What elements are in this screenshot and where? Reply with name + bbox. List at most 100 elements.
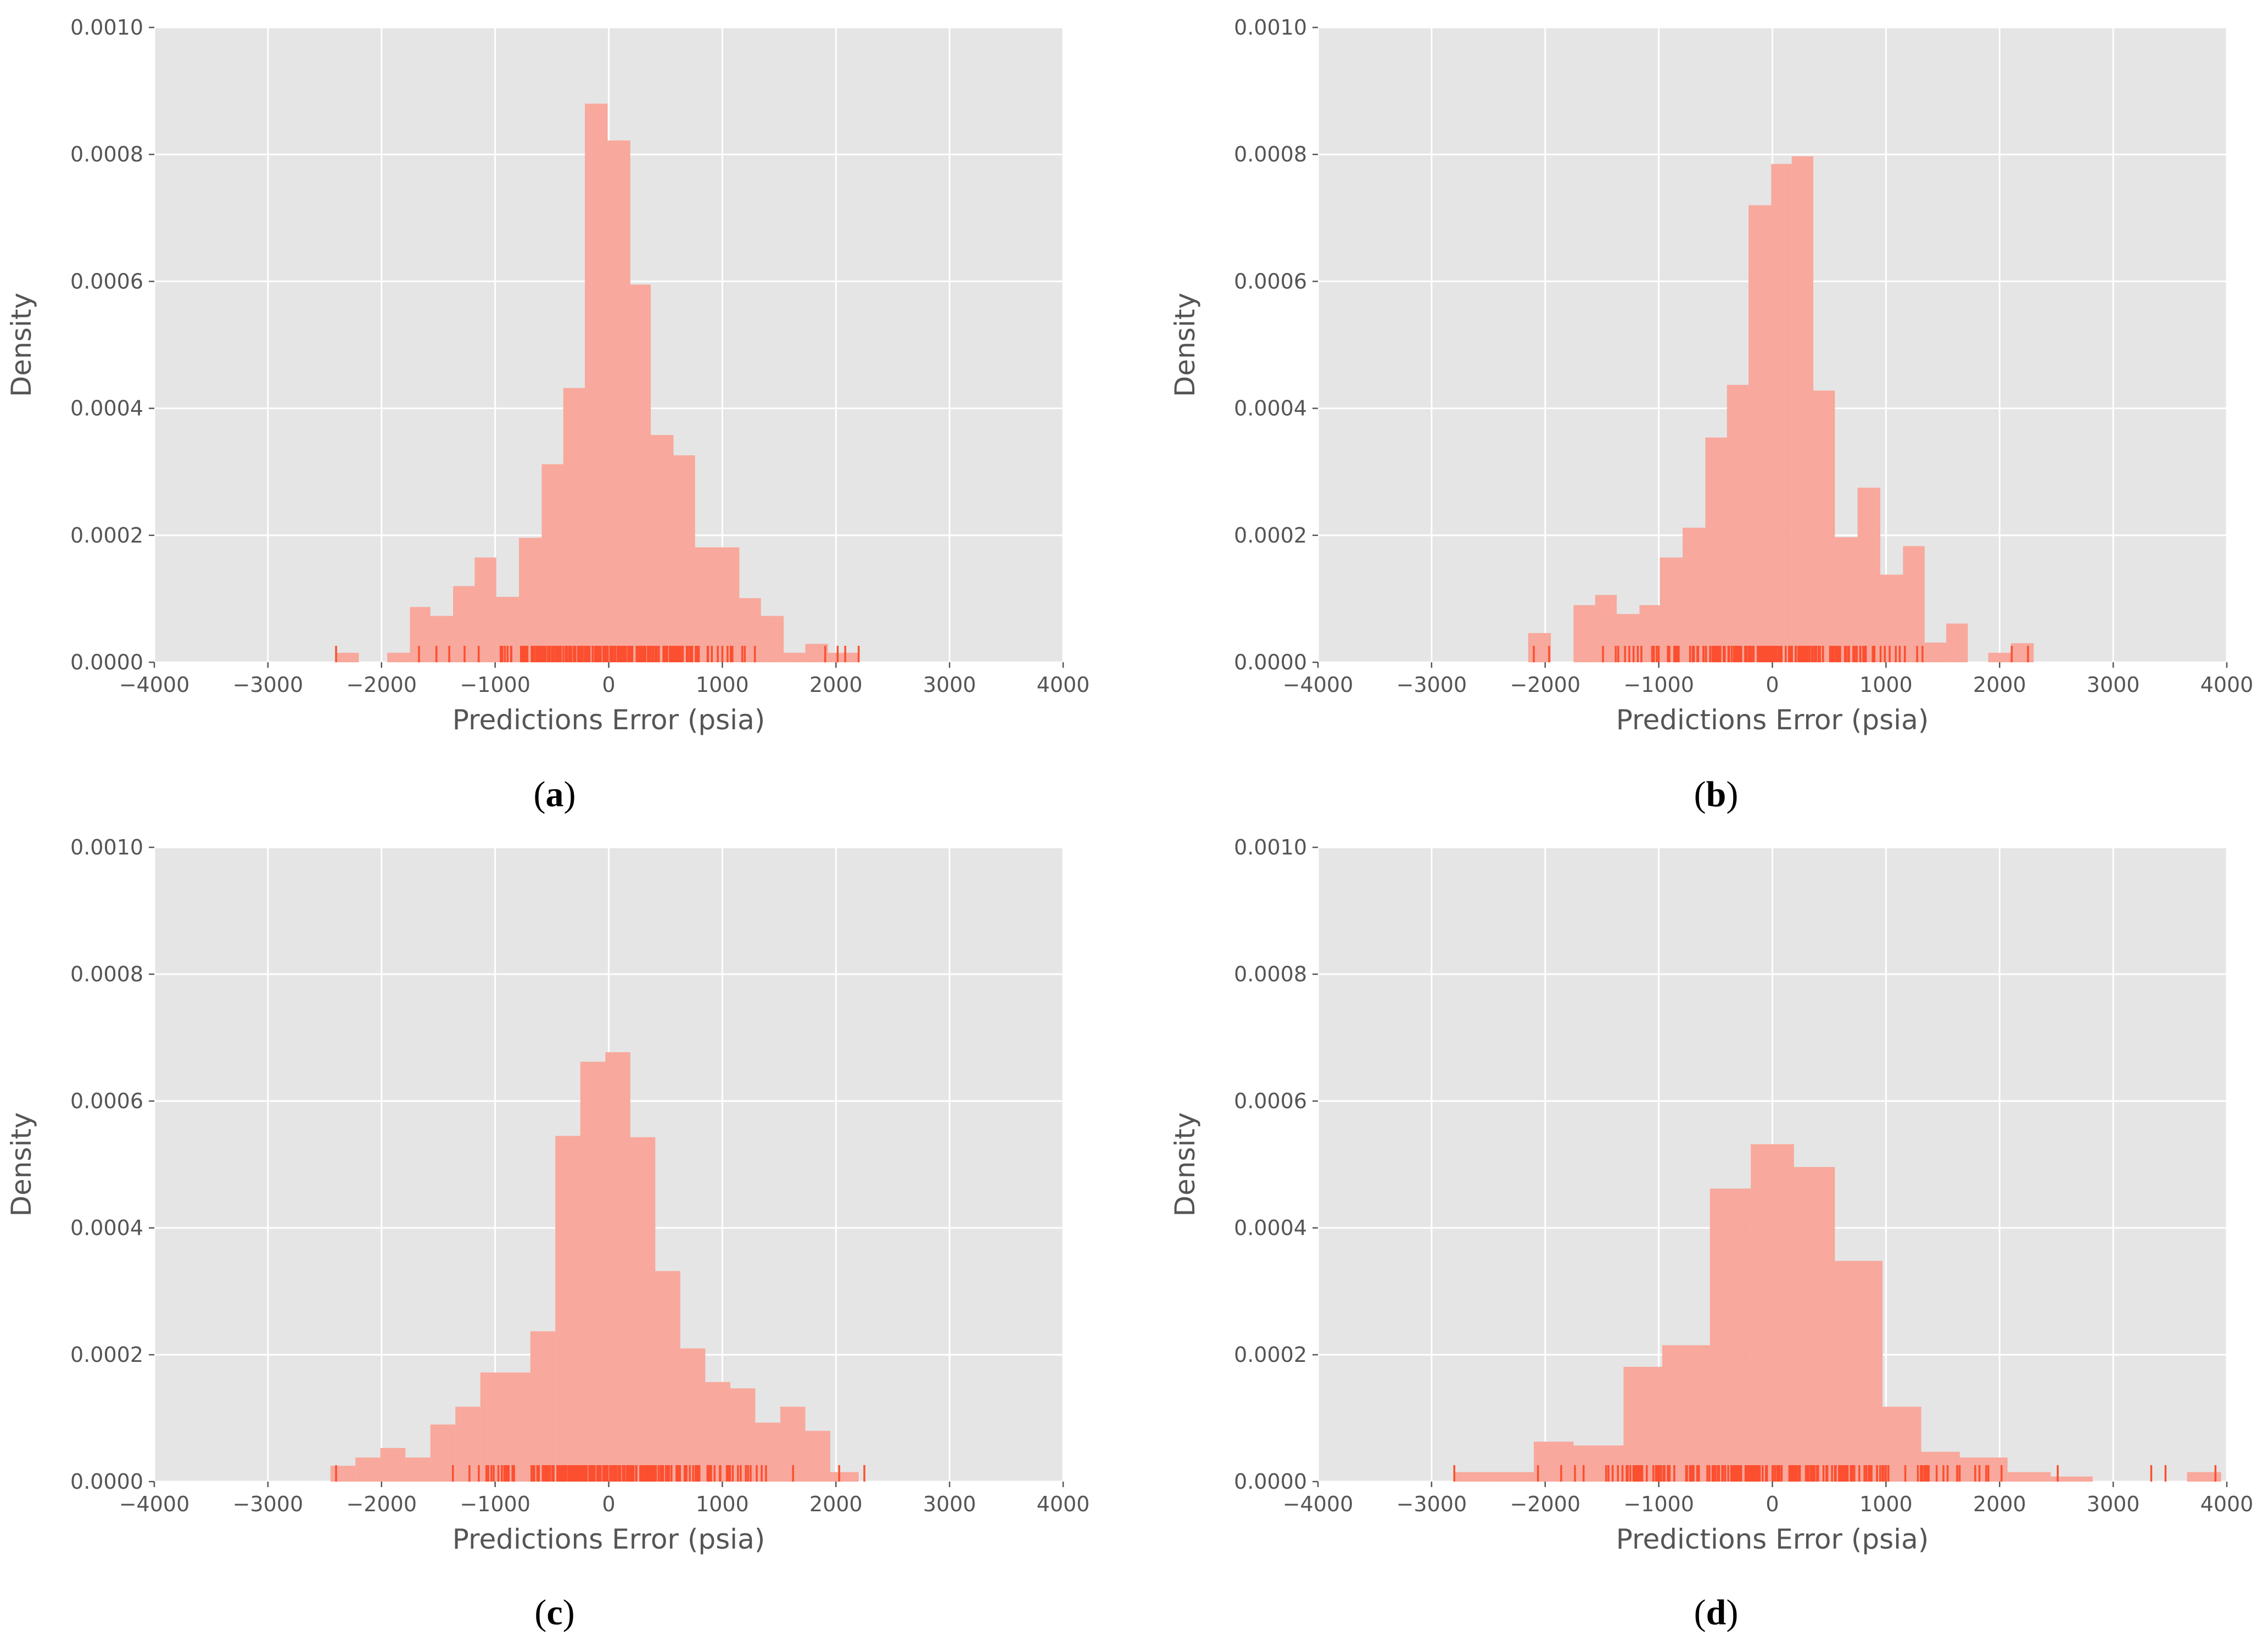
histogram-bar (405, 1457, 431, 1482)
histogram-bar (1959, 1457, 2008, 1482)
y-axis-label: Density (5, 1112, 37, 1216)
y-tick-label: 0.0006 (70, 1089, 143, 1113)
histogram-bar (805, 644, 828, 662)
histogram-bar (410, 607, 431, 662)
x-tick-label: −1000 (1623, 673, 1694, 697)
histogram-bar (630, 284, 651, 662)
panel-caption: (a) (534, 774, 576, 814)
histogram-bar (330, 1466, 356, 1482)
histogram-bar (761, 616, 784, 662)
x-tick-label: 1000 (1859, 673, 1913, 697)
x-tick-label: 4000 (2200, 1492, 2254, 1516)
histogram-bar (1617, 614, 1640, 662)
histogram-bar (563, 388, 585, 662)
histogram-bar (805, 1431, 830, 1482)
x-tick-label: 4000 (1037, 673, 1090, 697)
x-tick-label: 0 (1766, 1492, 1779, 1516)
histogram-bar (555, 1136, 580, 1482)
histogram-bar (695, 547, 740, 662)
y-tick-label: 0.0010 (70, 835, 143, 859)
x-tick-label: −2000 (1510, 1492, 1580, 1516)
histogram-bar (2010, 643, 2034, 662)
histogram-bar (1454, 1472, 1494, 1482)
y-tick-label: 0.0008 (70, 142, 143, 166)
x-tick-label: 2000 (1973, 1492, 2026, 1516)
histogram-bar (1988, 652, 2011, 662)
histogram-bar (480, 1372, 530, 1482)
y-tick-label: 0.0004 (1234, 1216, 1307, 1240)
x-axis-label: Predictions Error (psia) (1616, 1523, 1929, 1555)
x-tick-label: −1000 (460, 673, 530, 697)
y-tick-label: 0.0010 (70, 15, 143, 40)
histogram-bar (651, 435, 674, 662)
histogram-bar (1662, 1345, 1710, 1482)
histogram-bar (1710, 1188, 1751, 1482)
y-tick-label: 0.0004 (70, 1216, 143, 1240)
x-axis-label: Predictions Error (psia) (453, 1523, 765, 1555)
y-tick-label: 0.0002 (1234, 1343, 1307, 1367)
histogram-bar (2051, 1476, 2093, 1482)
x-tick-label: −3000 (1396, 1492, 1467, 1516)
x-tick-label: −3000 (1396, 673, 1467, 697)
y-axis-label: Density (5, 293, 37, 397)
caption-close-paren: ) (564, 774, 576, 814)
x-tick-label: 4000 (1037, 1492, 1090, 1516)
histogram-bar (1903, 546, 1925, 662)
x-tick-label: −2000 (1510, 673, 1580, 697)
x-tick-label: 1000 (1859, 1492, 1913, 1516)
caption-letter: c (546, 1593, 562, 1633)
histogram-bar (830, 1472, 859, 1482)
y-tick-label: 0.0006 (1234, 1089, 1307, 1113)
histogram-bar (1813, 390, 1835, 662)
y-tick-label: 0.0008 (1234, 142, 1307, 166)
histogram-bar (1791, 156, 1813, 663)
caption-letter: d (1706, 1593, 1727, 1633)
y-tick-label: 0.0000 (70, 1470, 143, 1494)
x-tick-label: 2000 (809, 673, 863, 697)
histogram-bar (655, 1271, 680, 1482)
caption-close-paren: ) (563, 1593, 575, 1633)
histogram-bar (430, 1424, 456, 1482)
panel-caption: (c) (534, 1593, 574, 1633)
x-axis-label: Predictions Error (psia) (453, 704, 765, 736)
y-tick-label: 0.0000 (1234, 650, 1307, 674)
histogram-bar (1727, 384, 1749, 662)
x-tick-label: 3000 (2087, 673, 2140, 697)
histogram-bar (1749, 205, 1772, 662)
x-tick-label: −4000 (1283, 673, 1354, 697)
x-tick-label: 3000 (923, 673, 976, 697)
histogram-bar (1751, 1144, 1794, 1482)
histogram-bar (1534, 1442, 1574, 1482)
histogram-bar (1660, 557, 1683, 662)
caption-letter: a (546, 774, 564, 814)
caption-close-paren: ) (1726, 1593, 1738, 1633)
caption-open-paren: ( (534, 774, 546, 814)
y-tick-label: 0.0008 (70, 962, 143, 986)
x-tick-label: −4000 (119, 673, 190, 697)
y-tick-label: 0.0008 (1234, 962, 1307, 986)
chart-panel-c: −4000 −3000 −2000 −1000 0 1000 2000 3000 4000 0.0… (5, 835, 1090, 1633)
histogram-bar (2007, 1472, 2051, 1482)
histogram-bar (607, 140, 630, 662)
caption-open-paren: ( (1694, 774, 1706, 814)
histogram-bar (1528, 633, 1551, 662)
x-tick-label: 0 (602, 1492, 615, 1516)
y-tick-label: 0.0004 (70, 396, 143, 421)
histogram-bar (755, 1422, 780, 1482)
histogram-bar (1835, 1261, 1883, 1482)
histogram-bar (336, 652, 359, 662)
y-tick-label: 0.0010 (1234, 835, 1307, 859)
histogram-bar (355, 1457, 381, 1482)
histogram-bar (519, 538, 542, 662)
y-tick-label: 0.0000 (70, 650, 143, 674)
histogram-bar (2187, 1472, 2221, 1482)
caption-letter: b (1706, 774, 1727, 814)
x-tick-label: −3000 (233, 1492, 304, 1516)
histogram-bar (1771, 164, 1792, 662)
histogram-bar (1595, 595, 1617, 662)
histogram-bar (585, 103, 608, 663)
x-tick-label: 2000 (1973, 673, 2026, 697)
histogram-bar (1835, 537, 1858, 662)
y-tick-label: 0.0000 (1234, 1470, 1307, 1494)
